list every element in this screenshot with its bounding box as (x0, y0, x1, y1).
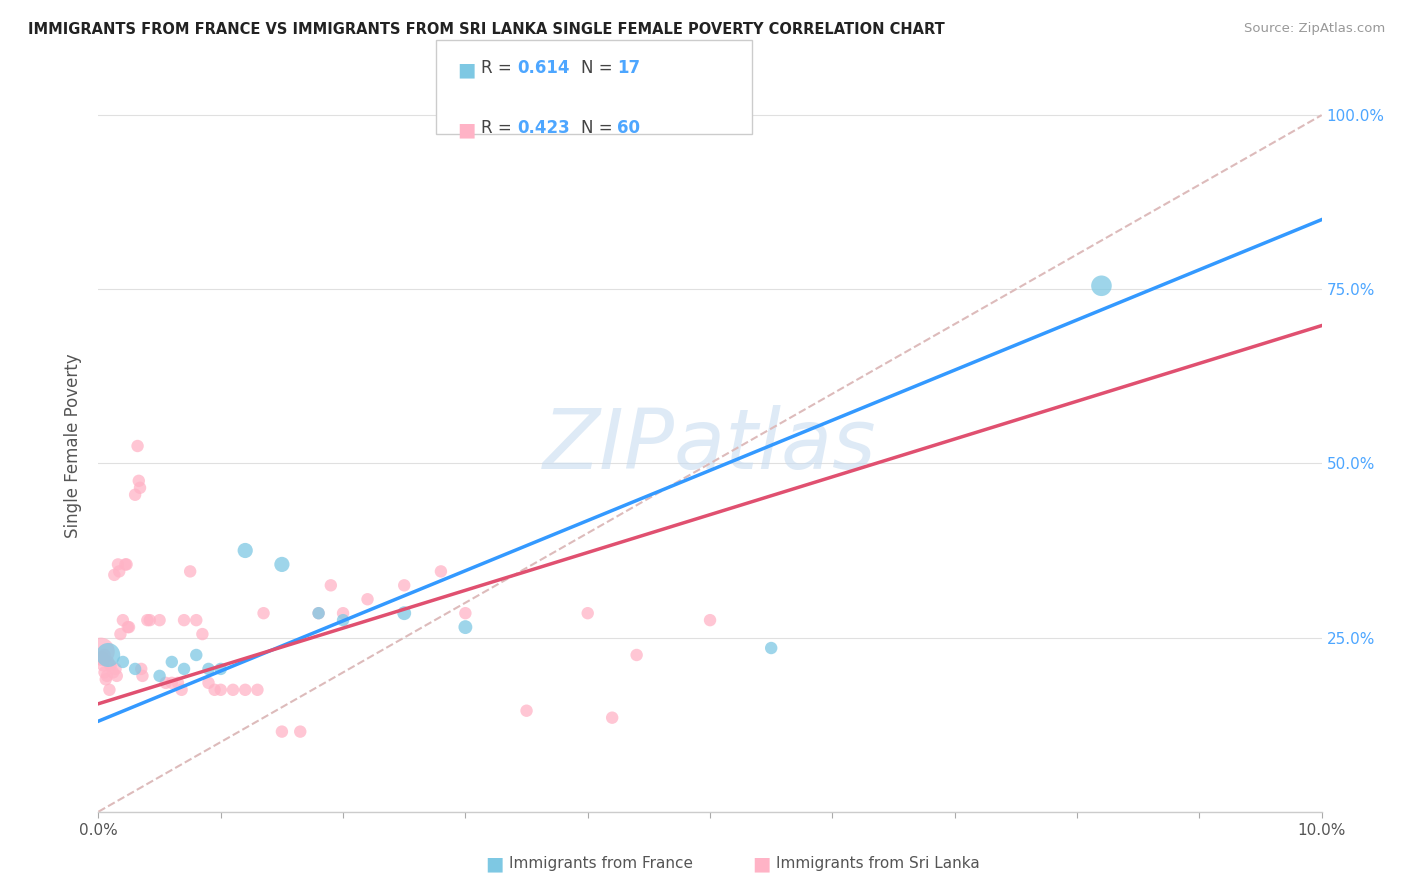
Point (308, 606, 330, 620)
Point (454, 620, 477, 634)
Point (93, 665, 115, 680)
Point (233, 682, 256, 697)
Point (115, 558, 138, 572)
Point (93, 648, 115, 662)
Point (96, 669, 118, 683)
Point (576, 606, 599, 620)
Point (103, 567, 125, 582)
Point (129, 481, 152, 495)
Point (90, 644, 112, 658)
Point (136, 613, 159, 627)
Y-axis label: Single Female Poverty: Single Female Poverty (65, 354, 83, 538)
Point (600, 711, 623, 725)
Text: N =: N = (581, 59, 617, 77)
Point (100, 658, 122, 673)
Point (209, 662, 232, 676)
Point (110, 627, 132, 641)
Text: ZIPatlas: ZIPatlas (543, 406, 877, 486)
Point (97, 655, 120, 669)
Text: Source: ZipAtlas.com: Source: ZipAtlas.com (1244, 22, 1385, 36)
Point (129, 662, 152, 676)
Point (332, 613, 354, 627)
Point (111, 613, 134, 627)
Text: ■: ■ (485, 854, 503, 873)
Point (699, 613, 721, 627)
Point (104, 662, 127, 676)
Point (1090, 278, 1112, 293)
Point (290, 724, 312, 739)
Point (246, 682, 269, 697)
Point (97, 648, 120, 662)
Point (128, 474, 150, 488)
Point (127, 439, 149, 453)
Point (131, 669, 153, 683)
Point (233, 543, 256, 558)
Point (252, 606, 274, 620)
Point (516, 704, 538, 718)
Point (222, 682, 245, 697)
Point (160, 676, 183, 690)
Point (105, 669, 128, 683)
Point (149, 669, 172, 683)
Point (759, 640, 782, 655)
Point (107, 558, 129, 572)
Point (170, 682, 193, 697)
Text: R =: R = (481, 59, 517, 77)
Point (108, 565, 131, 579)
Point (98, 682, 121, 697)
Point (626, 648, 648, 662)
Text: N =: N = (581, 119, 617, 136)
Point (91, 658, 114, 673)
Text: ■: ■ (752, 854, 770, 873)
Point (111, 655, 134, 669)
Point (319, 578, 342, 592)
Text: 17: 17 (617, 59, 640, 77)
Point (186, 613, 208, 627)
Point (209, 682, 232, 697)
Point (114, 558, 136, 572)
Point (173, 613, 195, 627)
Point (356, 592, 378, 607)
Point (197, 662, 219, 676)
Point (118, 620, 141, 634)
Point (270, 558, 292, 572)
Point (308, 606, 330, 620)
Point (167, 676, 190, 690)
Point (332, 606, 354, 620)
Point (392, 606, 416, 620)
Text: ■: ■ (457, 120, 475, 139)
Text: ■: ■ (457, 61, 475, 79)
Point (191, 627, 214, 641)
Point (204, 682, 226, 697)
Point (430, 565, 453, 579)
Point (186, 648, 208, 662)
Text: R =: R = (481, 119, 517, 136)
Point (179, 565, 201, 579)
Text: 0.423: 0.423 (517, 119, 571, 136)
Point (160, 655, 183, 669)
Text: Immigrants from France: Immigrants from France (509, 856, 693, 871)
Point (197, 676, 219, 690)
Point (124, 488, 146, 502)
Point (173, 662, 195, 676)
Text: IMMIGRANTS FROM FRANCE VS IMMIGRANTS FROM SRI LANKA SINGLE FEMALE POVERTY CORREL: IMMIGRANTS FROM FRANCE VS IMMIGRANTS FRO… (28, 22, 945, 37)
Text: 0.614: 0.614 (517, 59, 569, 77)
Point (454, 606, 477, 620)
Text: Immigrants from Sri Lanka: Immigrants from Sri Lanka (776, 856, 980, 871)
Point (149, 613, 172, 627)
Text: 60: 60 (617, 119, 640, 136)
Point (392, 578, 416, 592)
Point (117, 620, 139, 634)
Point (94, 673, 117, 687)
Point (155, 676, 177, 690)
Point (91, 651, 114, 665)
Point (270, 724, 292, 739)
Point (139, 613, 162, 627)
Point (101, 665, 124, 680)
Point (124, 662, 146, 676)
